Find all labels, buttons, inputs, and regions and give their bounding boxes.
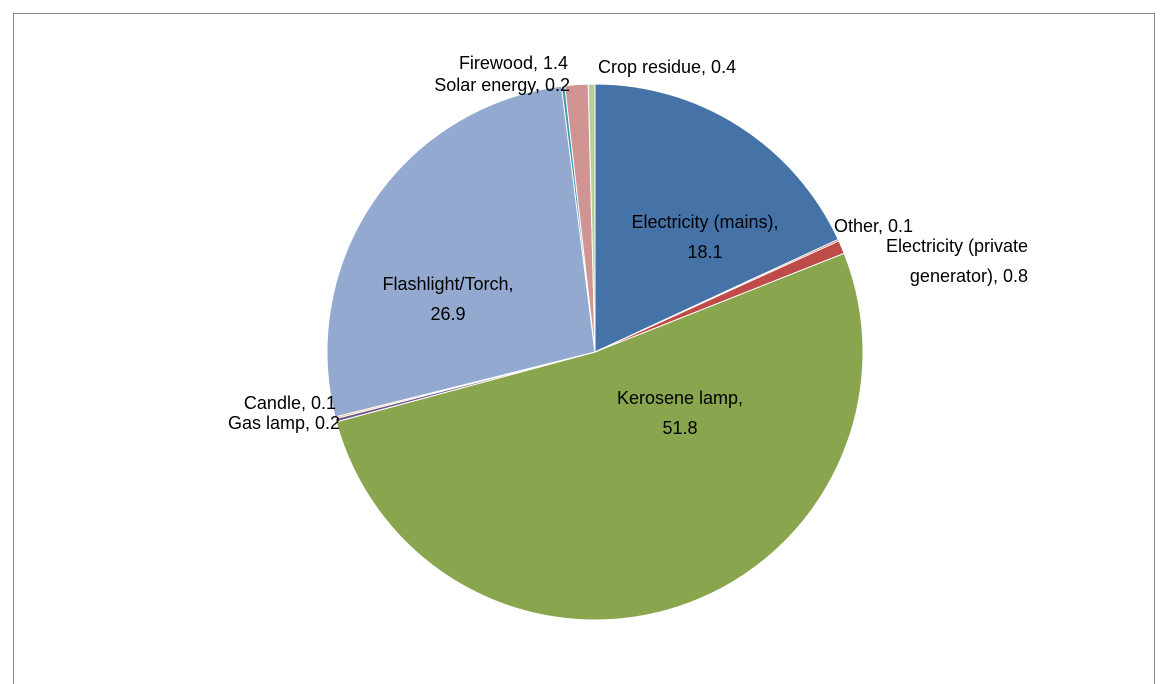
data-label: Other, 0.1 <box>834 216 913 236</box>
pie-slice <box>594 83 839 353</box>
data-label: Kerosene lamp, 51.8 <box>617 388 743 438</box>
data-label: Solar energy, 0.2 <box>434 75 570 95</box>
data-label: Electricity (mains), 18.1 <box>631 212 778 262</box>
data-label: Electricity (private generator), 0.8 <box>886 236 1028 286</box>
data-label: Gas lamp, 0.2 <box>228 413 340 433</box>
data-label: Crop residue, 0.4 <box>598 57 736 77</box>
pie-slice <box>326 85 596 418</box>
pie-slice <box>335 252 864 621</box>
data-label: Candle, 0.1 <box>244 393 336 413</box>
pie-slice <box>587 83 596 353</box>
data-label: Flashlight/Torch, 26.9 <box>382 274 513 324</box>
data-label: Firewood, 1.4 <box>459 53 568 73</box>
